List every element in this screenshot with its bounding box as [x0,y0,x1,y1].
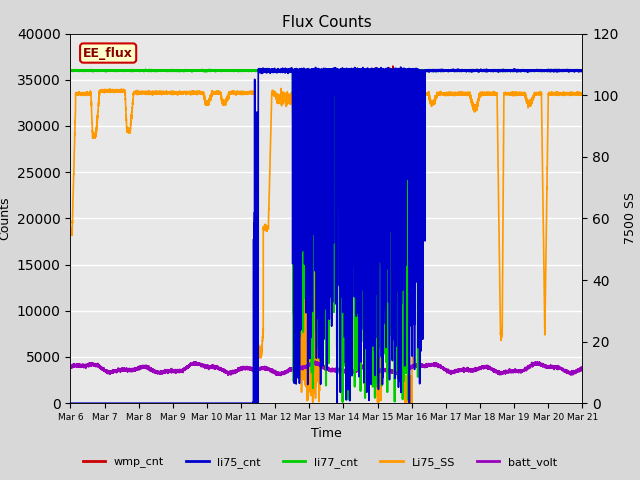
li77_cnt [552,68,559,73]
wmp_cnt [389,63,397,69]
Line: Li75_SS: Li75_SS [70,71,582,403]
batt_volt [579,367,586,372]
Text: EE_flux: EE_flux [83,47,133,60]
Li75_SS [88,110,95,116]
wmp_cnt [69,68,77,73]
li77_cnt [339,399,346,405]
li75_cnt [69,400,77,406]
Li75_SS [167,90,175,96]
li75_cnt [397,64,404,70]
batt_volt [97,366,105,372]
Line: li75_cnt: li75_cnt [70,67,582,403]
Li75_SS [552,92,559,98]
Li75_SS [69,207,77,213]
wmp_cnt [404,95,412,101]
wmp_cnt [88,68,95,73]
li77_cnt [88,68,95,73]
wmp_cnt [317,68,324,73]
li77_cnt [97,68,105,73]
li77_cnt [167,67,175,73]
li75_cnt [167,400,175,406]
wmp_cnt [167,68,175,73]
batt_volt [317,362,324,368]
Li75_SS [401,400,409,406]
li77_cnt [317,68,324,73]
Li75_SS [579,91,586,96]
li75_cnt [552,68,559,74]
Line: li77_cnt: li77_cnt [70,70,582,402]
batt_volt [312,358,319,364]
wmp_cnt [97,68,105,73]
Title: Flux Counts: Flux Counts [282,15,371,30]
batt_volt [277,372,285,378]
li75_cnt [67,400,74,406]
li77_cnt [69,67,77,73]
X-axis label: Time: Time [311,428,342,441]
batt_volt [67,363,74,369]
Li75_SS [315,68,323,74]
batt_volt [167,368,175,374]
li75_cnt [579,68,586,74]
Legend: wmp_cnt, li75_cnt, li77_cnt, Li75_SS, batt_volt: wmp_cnt, li75_cnt, li77_cnt, Li75_SS, ba… [78,452,562,472]
batt_volt [88,362,95,368]
li77_cnt [579,68,586,73]
wmp_cnt [579,68,586,73]
li75_cnt [97,400,105,406]
wmp_cnt [552,68,559,73]
Li75_SS [97,88,105,94]
wmp_cnt [67,68,74,73]
batt_volt [69,364,77,370]
Y-axis label: Counts: Counts [0,197,12,240]
batt_volt [552,364,559,370]
Line: batt_volt: batt_volt [70,361,582,375]
Line: wmp_cnt: wmp_cnt [70,66,582,98]
Li75_SS [67,229,74,235]
li77_cnt [141,67,149,72]
li77_cnt [67,68,74,73]
li75_cnt [317,67,324,72]
Li75_SS [317,90,324,96]
li75_cnt [88,400,95,406]
Y-axis label: 7500 SS: 7500 SS [624,192,637,244]
